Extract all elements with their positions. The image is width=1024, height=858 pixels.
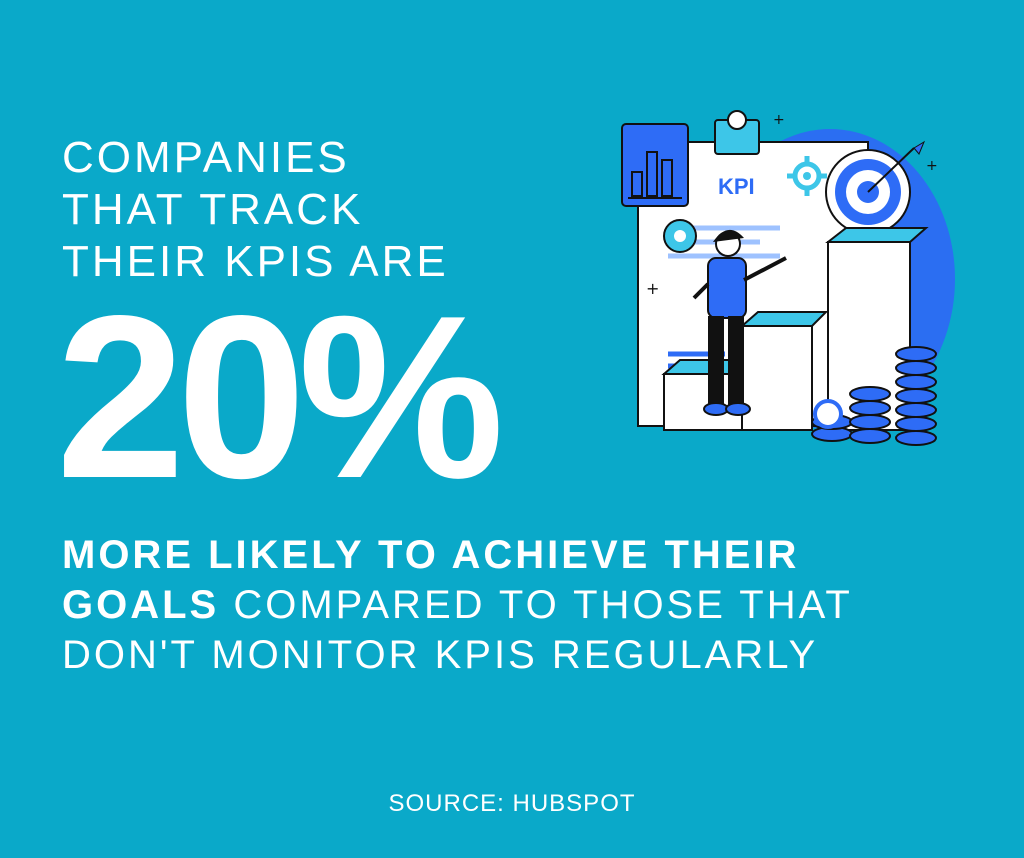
- coin-icon: [811, 346, 937, 446]
- kpi-illustration: KPI: [610, 104, 980, 454]
- coin-stack-1: [811, 399, 853, 442]
- person-icon: [692, 229, 787, 416]
- lead-line-1: COMPANIES: [62, 133, 350, 182]
- svg-text:+: +: [926, 158, 938, 174]
- chart-icon: [621, 123, 689, 207]
- lead-line-2: THAT TRACK: [62, 185, 364, 234]
- source-label: SOURCE: HUBSPOT: [388, 790, 636, 817]
- body-line-2-bold: GOALS: [62, 583, 220, 627]
- stat-value: 20%: [56, 268, 504, 527]
- lead-text: COMPANIES THAT TRACK THEIR KPIS ARE: [62, 132, 542, 288]
- body-copy: MORE LIKELY TO ACHIEVE THEIR GOALS COMPA…: [62, 530, 962, 680]
- body-line-2-light: COMPARED TO THOSE THAT: [219, 583, 853, 627]
- kpi-illustration-svg: KPI: [621, 110, 955, 446]
- svg-text:+: +: [773, 112, 785, 128]
- pie-center-icon: [674, 230, 686, 242]
- sparkle-icon: + + +: [646, 112, 938, 298]
- body-line-2: GOALS COMPARED TO THOSE THAT: [62, 580, 962, 630]
- body-line-1: MORE LIKELY TO ACHIEVE THEIR: [62, 530, 962, 580]
- target-icon: [825, 140, 926, 235]
- body-line-1-bold: MORE LIKELY TO ACHIEVE THEIR: [62, 533, 800, 577]
- lead-line-3: THEIR KPIS ARE: [62, 237, 449, 286]
- coin-stack-2: [849, 386, 891, 444]
- coin-stack-3: [895, 346, 937, 446]
- kpi-label: KPI: [718, 174, 755, 199]
- body-line-3: DON'T MONITOR KPIS REGULARLY: [62, 630, 962, 680]
- svg-text:+: +: [646, 279, 659, 298]
- body-line-3-light: DON'T MONITOR KPIS REGULARLY: [62, 633, 819, 677]
- gear-icon: [787, 156, 827, 196]
